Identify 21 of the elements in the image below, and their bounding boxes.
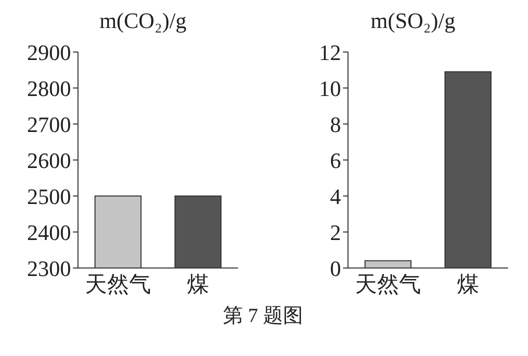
x-tick-label: 天然气	[355, 272, 421, 297]
y-tick-label: 2800	[27, 76, 71, 101]
y-tick-label: 8	[330, 112, 341, 137]
x-tick-label: 天然气	[85, 272, 151, 297]
y-tick-label: 2700	[27, 112, 71, 137]
x-tick-label: 煤	[187, 272, 209, 297]
text: 第 7 题图	[222, 304, 304, 329]
y-tick-label: 4	[330, 184, 341, 209]
x-tick-label: 煤	[457, 272, 479, 297]
y-tick-label: 2900	[27, 40, 71, 65]
y-tick-label: 2600	[27, 148, 71, 173]
y-tick-label: 10	[319, 76, 341, 101]
y-axis-title: m(SO₂)/g	[370, 8, 456, 33]
y-axis-title: m(CO₂)/g	[99, 8, 187, 33]
y-tick-label: 2500	[27, 184, 71, 209]
y-tick-label: 12	[319, 40, 341, 65]
y-tick-label: 2300	[27, 256, 71, 281]
y-tick-label: 6	[330, 148, 341, 173]
y-tick-label: 2	[330, 220, 341, 245]
y-tick-label: 2400	[27, 220, 71, 245]
y-tick-label: 0	[330, 256, 341, 281]
